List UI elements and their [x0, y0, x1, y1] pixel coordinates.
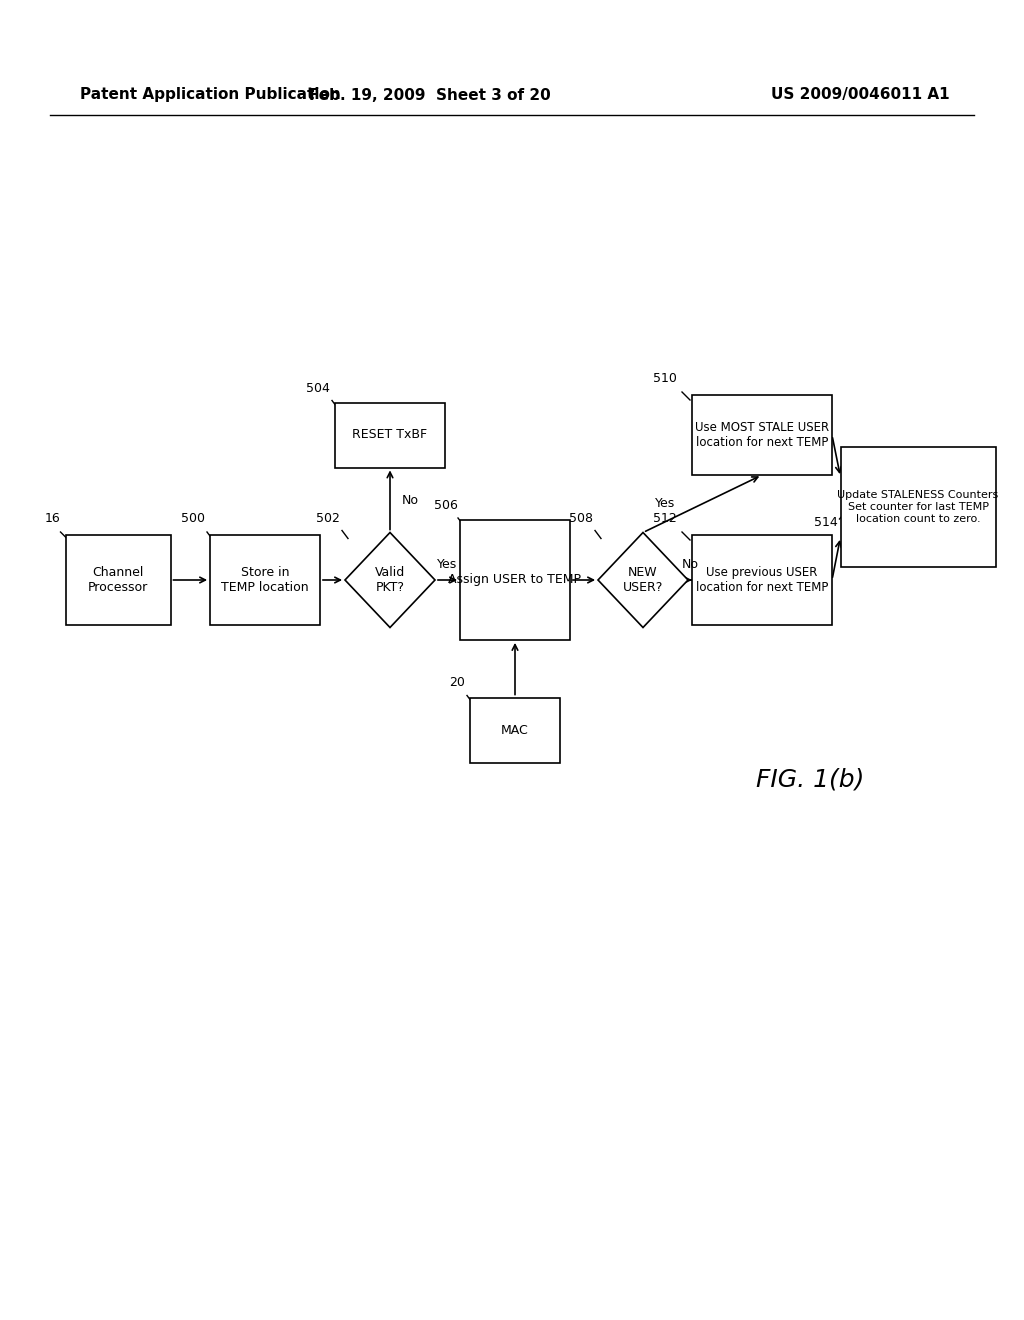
- Text: FIG. 1(b): FIG. 1(b): [756, 768, 864, 792]
- Text: RESET TxBF: RESET TxBF: [352, 429, 428, 441]
- Bar: [460, 520, 570, 640]
- Text: MAC: MAC: [501, 723, 528, 737]
- Text: 510: 510: [653, 372, 677, 385]
- Text: Use previous USER
location for next TEMP: Use previous USER location for next TEMP: [696, 566, 828, 594]
- Text: 506: 506: [434, 499, 458, 512]
- Text: Assign USER to TEMP: Assign USER to TEMP: [449, 573, 582, 586]
- Text: No: No: [402, 494, 419, 507]
- Text: Store in
TEMP location: Store in TEMP location: [221, 566, 309, 594]
- Text: Yes: Yes: [655, 498, 675, 511]
- Bar: [210, 535, 319, 624]
- Bar: [692, 395, 831, 475]
- Text: US 2009/0046011 A1: US 2009/0046011 A1: [771, 87, 950, 103]
- Text: 16: 16: [45, 512, 60, 525]
- Text: 504: 504: [306, 381, 330, 395]
- Text: Channel
Processor: Channel Processor: [88, 566, 148, 594]
- Text: 500: 500: [181, 512, 205, 525]
- Text: NEW
USER?: NEW USER?: [623, 566, 664, 594]
- Polygon shape: [345, 532, 435, 627]
- Bar: [66, 535, 171, 624]
- Text: No: No: [682, 558, 698, 572]
- Text: Yes: Yes: [437, 558, 458, 572]
- Text: Feb. 19, 2009  Sheet 3 of 20: Feb. 19, 2009 Sheet 3 of 20: [309, 87, 551, 103]
- Text: Update STALENESS Counters
Set counter for last TEMP
location count to zero.: Update STALENESS Counters Set counter fo…: [838, 491, 998, 524]
- Text: 508: 508: [569, 511, 593, 524]
- Polygon shape: [598, 532, 688, 627]
- Bar: [335, 403, 445, 467]
- Bar: [692, 535, 831, 624]
- Bar: [841, 447, 995, 568]
- Text: 514: 514: [814, 516, 838, 528]
- Text: 20: 20: [450, 676, 465, 689]
- Text: Valid
PKT?: Valid PKT?: [375, 566, 406, 594]
- Text: 502: 502: [316, 511, 340, 524]
- Bar: [470, 697, 560, 763]
- Text: Patent Application Publication: Patent Application Publication: [80, 87, 341, 103]
- Text: Use MOST STALE USER
location for next TEMP: Use MOST STALE USER location for next TE…: [695, 421, 829, 449]
- Text: 512: 512: [653, 512, 677, 525]
